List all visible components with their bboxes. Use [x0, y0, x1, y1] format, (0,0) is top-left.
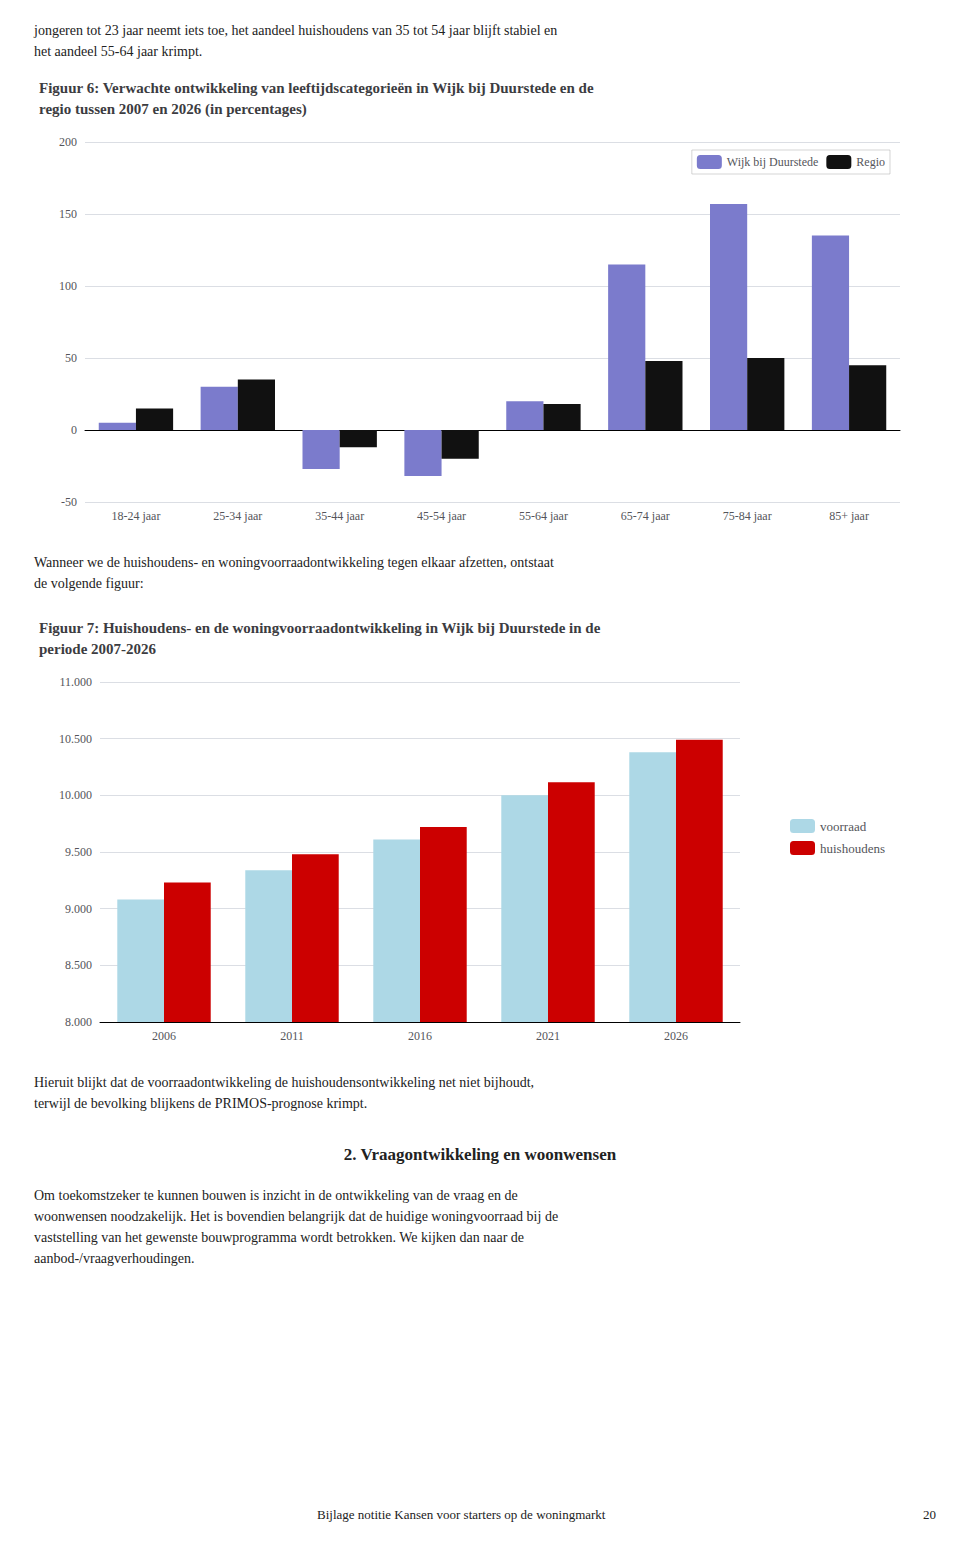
html-text:Wanneer we de huishoudens- en: Wanneer we de huishoudens- en woningvoor…	[34, 555, 554, 591]
svg-text:10.500: 10.500	[59, 732, 92, 746]
svg-text:huishoudens: huishoudens	[820, 841, 885, 856]
svg-text:85+ jaar: 85+ jaar	[829, 509, 869, 523]
svg-text:50: 50	[65, 351, 77, 365]
svg-text:regio tussen 2007 en 2026 (in: regio tussen 2007 en 2026 (in percentage…	[39, 101, 307, 118]
svg-text:9.500: 9.500	[65, 845, 92, 859]
svg-text:2011: 2011	[280, 1029, 304, 1043]
svg-text:Wijk bij Duurstede: Wijk bij Duurstede	[727, 155, 819, 169]
svg-text:2026: 2026	[664, 1029, 688, 1043]
svg-text:periode 2007-2026: periode 2007-2026	[39, 641, 157, 657]
svg-text:2006: 2006	[152, 1029, 176, 1043]
svg-text:18-24 jaar: 18-24 jaar	[111, 509, 160, 523]
svg-text:Figuur 6: Verwachte ontwikkeli: Figuur 6: Verwachte ontwikkeling van lee…	[39, 80, 594, 96]
svg-text:Figuur 7: Huishoudens- en de w: Figuur 7: Huishoudens- en de woningvoorr…	[39, 620, 601, 636]
svg-text:35-44 jaar: 35-44 jaar	[315, 509, 364, 523]
html-text:Hieruit blijkt dat de voorraad: Hieruit blijkt dat de voorraadontwikkeli…	[34, 1075, 534, 1111]
svg-text:150: 150	[59, 207, 77, 221]
svg-text:75-84 jaar: 75-84 jaar	[723, 509, 772, 523]
html-text:Om toekomstzeker te kunnen bou: Om toekomstzeker te kunnen bouwen is inz…	[34, 1188, 559, 1266]
svg-text:100: 100	[59, 279, 77, 293]
html-text:2. Vraagontwikkeling en woonwe: 2. Vraagontwikkeling en woonwensen	[343, 1145, 617, 1164]
svg-text:-50: -50	[61, 495, 77, 509]
svg-text:25-34 jaar: 25-34 jaar	[213, 509, 262, 523]
svg-text:10.000: 10.000	[59, 788, 92, 802]
svg-text:9.000: 9.000	[65, 902, 92, 916]
svg-text:45-54 jaar: 45-54 jaar	[417, 509, 466, 523]
svg-text:200: 200	[59, 135, 77, 149]
svg-text:8.500: 8.500	[65, 958, 92, 972]
svg-text:0: 0	[71, 423, 77, 437]
svg-text:2016: 2016	[408, 1029, 432, 1043]
svg-text:65-74 jaar: 65-74 jaar	[621, 509, 670, 523]
html-text:20: 20	[923, 1507, 936, 1522]
html-text:Bijlage notitie Kansen voor st: Bijlage notitie Kansen voor starters op …	[317, 1507, 606, 1522]
html-text:jongeren tot 23 jaar neemt iet: jongeren tot 23 jaar neemt iets toe, het…	[34, 23, 558, 59]
svg-text:Regio: Regio	[856, 155, 885, 169]
svg-text:8.000: 8.000	[65, 1015, 92, 1029]
svg-text:11.000: 11.000	[59, 675, 92, 689]
svg-text:2021: 2021	[536, 1029, 560, 1043]
svg-text:55-64 jaar: 55-64 jaar	[519, 509, 568, 523]
svg-text:voorraad: voorraad	[820, 819, 867, 834]
